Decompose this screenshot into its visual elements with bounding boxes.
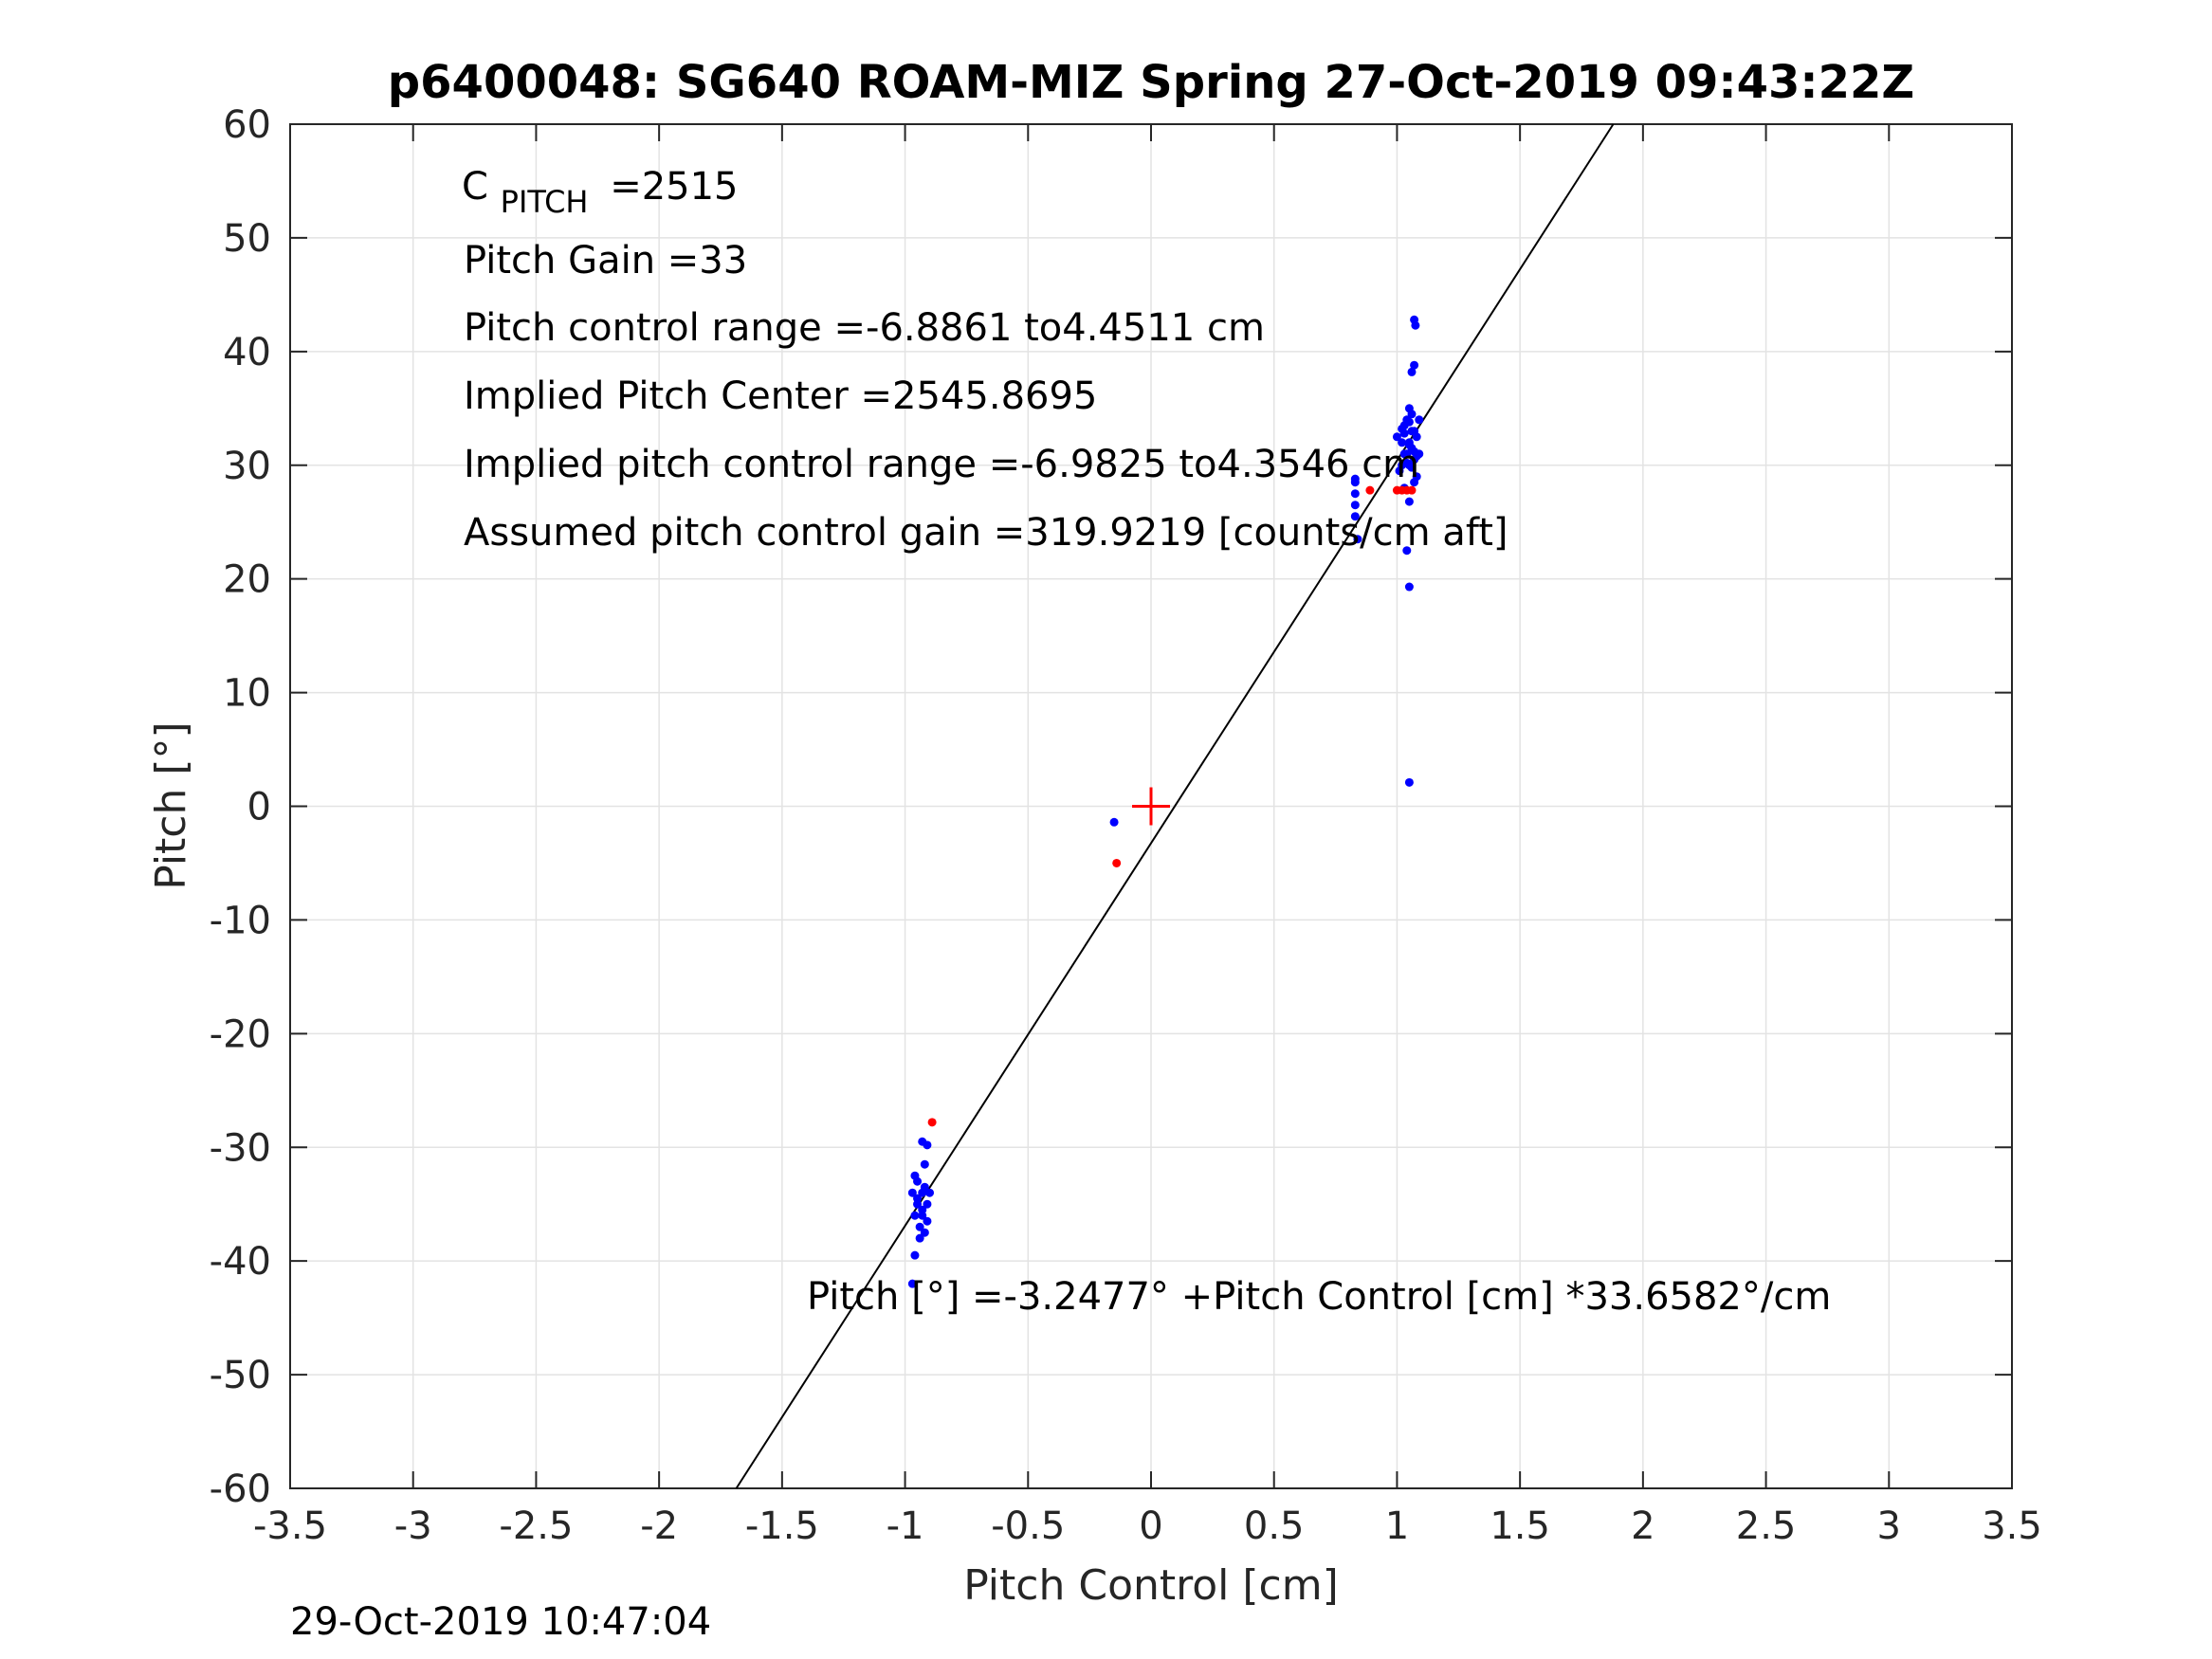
data-point [1395,466,1404,476]
x-tick-label: 0 [1139,1504,1162,1548]
data-point [927,1118,937,1127]
data-point [910,1211,920,1220]
data-point [925,1188,935,1197]
implied-range-annotation: Implied pitch control range =-6.9825 to4… [464,443,1419,486]
x-tick-label: 1 [1385,1504,1409,1548]
data-point [1410,360,1419,370]
data-point [1402,449,1412,459]
data-point [1353,535,1362,544]
data-point [915,1233,924,1243]
y-tick-label: 10 [223,672,271,716]
x-tick-label: -1.5 [745,1504,819,1548]
y-tick-label: 50 [223,217,271,261]
data-point [910,1171,920,1180]
x-tick-label: 3.5 [1982,1504,2042,1548]
c-pitch-subscript: PITCH [501,184,589,220]
data-point [1350,512,1360,521]
data-point [923,1199,932,1209]
y-tick-label: 40 [223,331,271,374]
data-point [1411,320,1420,330]
data-point [1402,546,1412,556]
x-tick-label: -3.5 [253,1504,327,1548]
x-tick-label: 2.5 [1736,1504,1797,1548]
fit-line [735,123,1615,1489]
x-tick-label: 1.5 [1490,1504,1550,1548]
chart-title: p6400048: SG640 ROAM-MIZ Spring 27-Oct-2… [388,56,1914,109]
data-point [918,1211,927,1220]
data-point [1399,428,1409,438]
data-point [920,1228,929,1237]
data-point [1415,415,1424,425]
pitch-gain-annotation: Pitch Gain =33 [464,239,747,283]
x-tick-label: -0.5 [991,1504,1065,1548]
data-point [1350,501,1360,510]
data-point [923,1140,932,1150]
data-point [1398,438,1407,447]
assumed-gain-annotation: Assumed pitch control gain =319.9219 [co… [464,511,1508,555]
x-tick-label: -2 [640,1504,678,1548]
data-point [1410,447,1419,456]
x-tick-label: -1 [887,1504,924,1548]
y-tick-label: 20 [223,558,271,602]
data-point [920,1182,929,1192]
data-point [913,1199,923,1209]
x-tick-label: 0.5 [1244,1504,1305,1548]
data-point [1112,858,1122,867]
c-pitch-value: =2515 [610,165,738,209]
data-point [1407,367,1417,376]
axes-frame [289,123,2013,1489]
data-point [1350,474,1360,483]
data-points [907,315,1424,1288]
data-point [1404,777,1414,787]
y-tick-labels: -60 -50 -40 -30 -20 -10 0 10 20 30 40 50 60 [210,103,271,1511]
data-point [1404,497,1414,506]
data-point [1407,427,1417,436]
data-point [1109,817,1119,827]
y-tick-label: 0 [247,786,271,830]
y-tick-label: -10 [210,899,271,942]
data-point [1365,485,1375,495]
data-point [1412,432,1421,442]
data-point [910,1250,920,1260]
x-tick-label: 2 [1631,1504,1654,1548]
data-point [907,1188,917,1197]
data-point [1404,440,1414,449]
y-tick-label: -30 [210,1126,271,1170]
y-tick-label: 30 [223,445,271,488]
data-point [923,1216,932,1226]
data-point [1392,432,1401,442]
c-pitch-annotation: C PITCH =2515 [462,165,739,222]
x-tick-label: 3 [1877,1504,1901,1548]
data-point [1410,478,1419,487]
x-tick-labels: -3.5 -3 -2.5 -2 -1.5 -1 -0.5 0 0.5 1 1.5 2 2.5 3 3.5 [253,1504,2042,1548]
control-range-annotation: Pitch control range =-6.8861 to4.4511 cm [464,306,1265,350]
data-point [1350,489,1360,499]
data-point [915,1222,924,1231]
center-marker [1132,787,1170,826]
data-point [920,1159,929,1169]
timestamp: 29-Oct-2019 10:47:04 [290,1600,711,1644]
implied-center-annotation: Implied Pitch Center =2545.8695 [464,374,1097,418]
fit-equation-annotation: Pitch [°] =-3.2477° +Pitch Control [cm] … [807,1275,1831,1319]
x-tick-label: -2.5 [499,1504,573,1548]
y-tick-label: -20 [210,1012,271,1056]
x-tick-label: -3 [394,1504,432,1548]
data-point [1407,410,1417,419]
y-tick-label: -40 [210,1240,271,1284]
y-tick-label: -50 [210,1354,271,1397]
y-axis-label: Pitch [°] [147,721,195,889]
c-pitch-main: C [462,165,488,209]
data-point [907,1279,917,1288]
data-point [1404,582,1414,592]
y-tick-label: -60 [210,1468,271,1511]
x-axis-label: Pitch Control [cm] [963,1561,1339,1610]
data-point [1404,417,1414,427]
data-point [1407,463,1417,472]
data-point [1407,485,1417,495]
fit-line-segment [735,123,1615,1489]
y-tick-label: 60 [223,103,271,147]
